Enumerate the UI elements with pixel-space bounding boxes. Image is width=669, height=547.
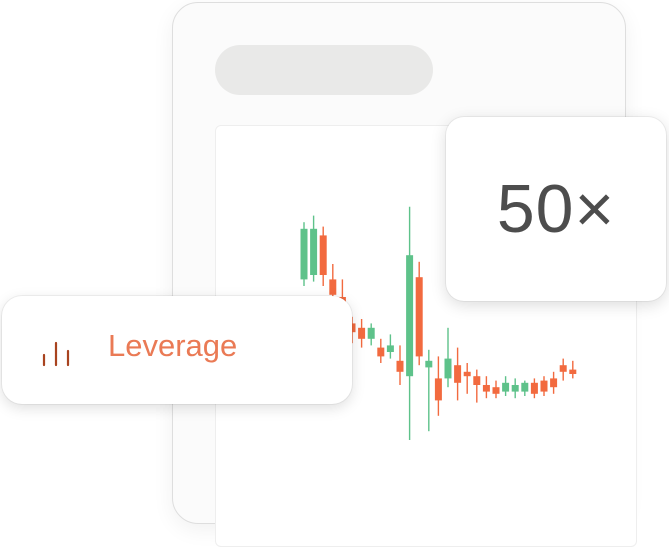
candlestick [367, 323, 375, 346]
candlestick [530, 378, 538, 399]
candlestick [406, 206, 414, 440]
candle-body [463, 371, 471, 377]
leverage-multiplier-value: 50× [496, 171, 616, 247]
candle-body [550, 378, 558, 388]
candle-body [367, 327, 375, 339]
candle-body [300, 228, 308, 280]
candlestick [444, 327, 452, 388]
candle-body [329, 279, 337, 295]
candle-body [511, 385, 519, 392]
candlestick [502, 376, 510, 396]
candlestick [569, 360, 577, 379]
candlestick [559, 358, 567, 381]
bar-chart-icon [42, 341, 72, 371]
candlestick [540, 376, 548, 396]
candlestick [521, 380, 529, 396]
candlestick [358, 319, 366, 348]
candle-body [492, 387, 500, 394]
candlestick [386, 334, 394, 359]
candle-body [473, 376, 481, 385]
leverage-chip[interactable]: Leverage [2, 296, 352, 404]
candle-body [454, 365, 462, 383]
candle-body [319, 235, 327, 275]
candle-body [530, 382, 538, 394]
candle-body [425, 360, 433, 368]
candle-body [482, 385, 490, 392]
candlestick [434, 356, 442, 416]
candle-body [348, 323, 356, 333]
candlestick [463, 363, 471, 394]
candle-body [406, 255, 414, 377]
candlestick [377, 338, 385, 363]
candlestick [511, 378, 519, 399]
candlestick-chart [300, 206, 577, 440]
candle-body [358, 327, 366, 339]
candle-body [521, 382, 529, 392]
candlestick [396, 345, 404, 385]
candle-body [569, 369, 577, 374]
candle-body [310, 228, 318, 275]
candle-body [434, 378, 442, 401]
candlestick [300, 222, 308, 286]
leverage-label: Leverage [108, 328, 238, 363]
candle-body [415, 277, 423, 357]
candle-body [377, 347, 385, 357]
candlestick [482, 376, 490, 399]
candlestick [492, 380, 500, 399]
candlestick [310, 215, 318, 282]
candlestick [415, 261, 423, 366]
candle-body [386, 345, 394, 352]
candle-body [540, 380, 548, 392]
leverage-multiplier-badge: 50× [446, 117, 666, 301]
candlestick [425, 349, 433, 432]
candle-body [444, 358, 452, 379]
candle-body [396, 360, 404, 372]
candlestick [319, 226, 327, 286]
candlestick [348, 316, 356, 344]
candlestick [550, 371, 558, 394]
placeholder-bar [215, 45, 433, 95]
candlestick [473, 369, 481, 403]
candlestick [454, 347, 462, 401]
candle-body [559, 365, 567, 372]
candle-body [502, 382, 510, 392]
